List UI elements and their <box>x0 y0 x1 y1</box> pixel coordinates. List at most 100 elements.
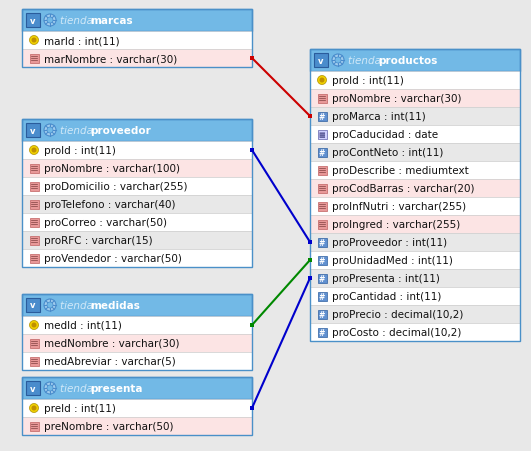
Text: proveedor: proveedor <box>90 126 151 136</box>
Bar <box>318 220 327 229</box>
Bar <box>22 178 252 196</box>
Text: v: v <box>30 384 36 393</box>
Circle shape <box>335 58 341 64</box>
Bar <box>22 231 252 249</box>
Text: tienda: tienda <box>60 16 96 26</box>
Text: preId : int(11): preId : int(11) <box>44 403 116 413</box>
Text: proCorreo : varchar(50): proCorreo : varchar(50) <box>44 217 167 227</box>
Text: tienda: tienda <box>60 126 96 136</box>
Bar <box>22 295 252 316</box>
Circle shape <box>30 321 39 330</box>
Text: proCodBarras : varchar(20): proCodBarras : varchar(20) <box>332 184 475 193</box>
Bar <box>310 108 520 126</box>
Text: proPrecio : decimal(10,2): proPrecio : decimal(10,2) <box>332 309 464 319</box>
Bar <box>26 124 40 138</box>
Text: proContNeto : int(11): proContNeto : int(11) <box>332 147 443 158</box>
Bar <box>22 32 252 50</box>
Text: proId : int(11): proId : int(11) <box>332 76 404 86</box>
Bar <box>250 323 254 327</box>
Text: v: v <box>318 56 324 65</box>
Text: #: # <box>319 292 325 301</box>
Bar <box>308 115 312 119</box>
Bar <box>22 377 252 399</box>
Circle shape <box>32 406 36 410</box>
Bar <box>22 10 252 32</box>
Bar <box>310 252 520 269</box>
Text: medId : int(11): medId : int(11) <box>44 320 122 330</box>
Circle shape <box>47 385 53 391</box>
Bar <box>310 269 520 287</box>
Bar <box>310 234 520 252</box>
Text: medNombre : varchar(30): medNombre : varchar(30) <box>44 338 179 348</box>
Bar <box>318 292 327 301</box>
Bar <box>250 57 254 61</box>
Bar <box>318 130 327 139</box>
Bar <box>310 144 520 161</box>
Bar <box>22 196 252 213</box>
Bar <box>310 161 520 179</box>
Bar <box>22 334 252 352</box>
Bar <box>30 254 39 263</box>
Bar <box>30 200 39 209</box>
Bar <box>30 236 39 245</box>
Bar <box>318 328 327 337</box>
Text: #: # <box>319 274 325 283</box>
Text: proTelefono : varchar(40): proTelefono : varchar(40) <box>44 199 176 210</box>
Bar <box>310 323 520 341</box>
Bar <box>22 377 252 435</box>
Bar <box>308 276 312 281</box>
Text: #: # <box>319 148 325 157</box>
Bar <box>22 120 252 142</box>
Circle shape <box>47 18 53 24</box>
Circle shape <box>30 404 39 413</box>
Bar <box>30 339 39 348</box>
Bar <box>310 287 520 305</box>
Text: proCosto : decimal(10,2): proCosto : decimal(10,2) <box>332 327 461 337</box>
Text: proVendedor : varchar(50): proVendedor : varchar(50) <box>44 253 182 263</box>
Text: proMarca : int(11): proMarca : int(11) <box>332 112 426 122</box>
Text: #: # <box>319 328 325 337</box>
Text: proInfNutri : varchar(255): proInfNutri : varchar(255) <box>332 202 466 212</box>
Text: medidas: medidas <box>90 300 140 310</box>
Circle shape <box>32 149 36 152</box>
Text: tienda: tienda <box>348 56 384 66</box>
Circle shape <box>30 37 39 46</box>
Circle shape <box>44 299 56 311</box>
Bar <box>22 142 252 160</box>
Bar <box>250 406 254 410</box>
Bar <box>310 90 520 108</box>
Bar <box>30 422 39 431</box>
Text: v: v <box>30 126 36 135</box>
Bar <box>250 149 254 152</box>
Circle shape <box>47 302 53 308</box>
Circle shape <box>47 128 53 133</box>
Text: productos: productos <box>378 56 438 66</box>
Bar <box>308 258 312 262</box>
Circle shape <box>44 15 56 27</box>
Bar <box>30 55 39 63</box>
Bar <box>308 240 312 244</box>
Bar <box>318 184 327 193</box>
Text: #: # <box>319 238 325 247</box>
Text: proPresenta : int(11): proPresenta : int(11) <box>332 273 440 283</box>
Bar <box>318 274 327 283</box>
Text: proCaducidad : date: proCaducidad : date <box>332 130 438 140</box>
Text: marId : int(11): marId : int(11) <box>44 36 119 46</box>
Bar <box>310 305 520 323</box>
Text: proUnidadMed : int(11): proUnidadMed : int(11) <box>332 255 453 265</box>
Bar <box>30 164 39 173</box>
Bar <box>310 126 520 144</box>
Bar <box>318 94 327 103</box>
Bar <box>318 148 327 157</box>
Bar <box>26 299 40 312</box>
Bar <box>310 72 520 90</box>
Text: proNombre : varchar(30): proNombre : varchar(30) <box>332 94 461 104</box>
Bar <box>26 381 40 395</box>
Bar <box>314 54 328 68</box>
Text: tienda: tienda <box>60 300 96 310</box>
Circle shape <box>30 146 39 155</box>
Text: v: v <box>30 301 36 310</box>
Text: ▦: ▦ <box>319 132 326 138</box>
Bar <box>310 198 520 216</box>
Bar <box>30 182 39 191</box>
